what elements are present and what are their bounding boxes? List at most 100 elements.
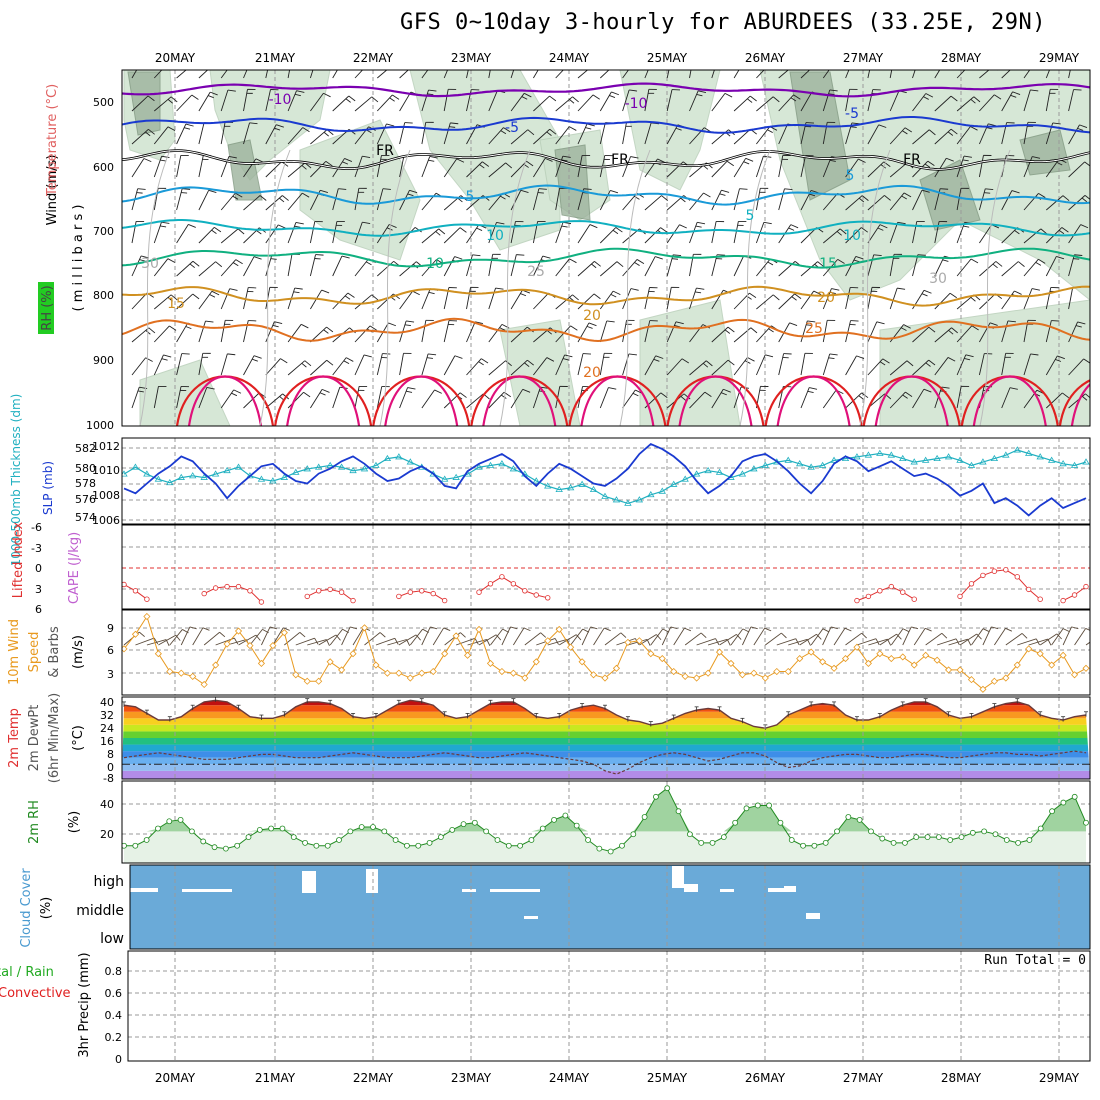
wind-barb-flag <box>947 357 956 362</box>
lifted-index-point <box>235 583 242 590</box>
wind-barb <box>912 388 925 409</box>
wind-barb <box>399 70 409 79</box>
wind-barb-flag <box>256 230 262 235</box>
wind-barb <box>510 326 528 343</box>
thickness-point <box>612 496 621 503</box>
wind10m-speed-point <box>612 664 621 672</box>
wind-barb <box>220 288 231 310</box>
thickness-point <box>269 477 277 484</box>
thickness-point <box>944 453 953 460</box>
wind10m-barb <box>524 632 541 646</box>
wind-barb-flag <box>369 325 377 331</box>
wind10m-barb <box>432 627 445 646</box>
wind-barb-flag <box>928 359 936 366</box>
wind10m-speed-point <box>990 677 998 685</box>
wind-barb <box>243 195 261 211</box>
rh2m-point <box>992 831 999 838</box>
thickness-axis-label: 1000-500mb Thickness (dm) <box>9 394 23 567</box>
rh-shade-dark <box>227 139 263 201</box>
rh2m-point <box>404 842 410 849</box>
wind-barb <box>867 124 880 145</box>
wind-barb-flag <box>660 227 668 233</box>
thickness-point <box>532 477 540 484</box>
wind-barb-flag <box>227 89 236 92</box>
date-label: 26MAY <box>745 51 786 65</box>
wind-barb-flag <box>278 224 286 229</box>
wind10m-barb-flag <box>415 634 421 641</box>
wind-barb <box>711 93 726 112</box>
wind10m-barb <box>753 627 766 646</box>
rh2m-point <box>234 842 241 849</box>
temperature-contour <box>122 82 1090 98</box>
temperature-contour <box>1058 379 1090 426</box>
wind-barb <box>287 324 302 343</box>
wind-barb-flag <box>499 327 506 331</box>
wind-barb-flag <box>136 192 143 194</box>
wind-barb-flag <box>673 254 682 257</box>
temperature-contour <box>122 285 1090 307</box>
wind-barb <box>1045 256 1057 277</box>
rh-axis-label: RH (%) <box>40 285 55 330</box>
contour-label: 30 <box>141 256 159 272</box>
wind-barb-flag <box>1040 228 1048 235</box>
wind-barb <box>287 391 304 409</box>
wind-barb-flag <box>1075 325 1082 328</box>
wind-barb-flag <box>1009 387 1018 390</box>
wind-barb-flag <box>595 64 601 69</box>
wind-barb-flag <box>207 95 214 99</box>
wind-barb-flag <box>167 297 173 302</box>
wind-barb-flag <box>681 358 690 364</box>
stability-yaxis: -6 -3 0 3 6 <box>31 521 42 616</box>
wind-barb-flag <box>611 91 620 96</box>
wind-barb-flag <box>572 96 579 103</box>
wind-barb-flag <box>479 164 485 169</box>
temperature-contour <box>580 375 655 426</box>
rh2m-point <box>709 839 716 846</box>
wind-barb-flag <box>253 355 262 359</box>
cloud-grid <box>174 865 1060 949</box>
wind10m-speed-point <box>841 655 850 663</box>
contour-label: 10 <box>486 228 504 244</box>
wind-barb-flag <box>500 195 506 200</box>
wind10m-barb <box>249 629 263 646</box>
wind10m-speed-point <box>177 669 185 677</box>
rh2m-point <box>336 837 342 843</box>
wind-barb <box>176 94 193 112</box>
wind-barb <box>309 221 316 244</box>
wind-barb-flag <box>338 188 347 190</box>
wind-barb-flag <box>274 127 281 131</box>
cloud-level-label: high <box>93 874 124 890</box>
wind-barb-flag <box>923 388 932 393</box>
rh2m-point <box>155 825 161 832</box>
wind-barb-flag <box>454 256 463 260</box>
wind-barb-flag <box>481 358 489 364</box>
pressure-panel: 582 580 578 576 574 1012 1010 1008 1006 … <box>9 394 1091 567</box>
wind-barb <box>666 358 683 376</box>
wind10m-barb <box>558 634 577 646</box>
wind10m-speed-point <box>1070 671 1079 679</box>
wind10m-barb <box>192 627 204 646</box>
wind-barb <box>689 70 692 79</box>
y-tick: 0 <box>115 1053 122 1066</box>
wind-barb-flag <box>903 324 911 329</box>
wind10m-speed-point <box>246 642 254 650</box>
wind-barb <box>153 258 169 277</box>
wind-barb <box>443 227 461 244</box>
wind-barb-flag <box>739 188 748 190</box>
thickness-point <box>372 461 380 468</box>
wind-barb-flag <box>789 322 798 326</box>
rh2m-yaxis: 40 20 <box>100 798 114 841</box>
contour-label: 15 <box>167 296 185 312</box>
wind-barb-flag <box>161 155 170 159</box>
wind10m-barb-flag <box>700 632 707 639</box>
wind10m-barb-flag <box>554 638 559 645</box>
date-label: 26MAY <box>745 1071 786 1085</box>
wind-barb-flag <box>610 189 619 194</box>
thickness-point <box>200 473 208 480</box>
wind10m-speed-point <box>1025 645 1033 653</box>
wind-barb <box>666 224 680 244</box>
y-tick: 1012 <box>92 440 120 453</box>
thickness-point <box>566 484 575 491</box>
wind-barb-flag <box>426 357 433 359</box>
rh2m-point <box>754 802 761 809</box>
